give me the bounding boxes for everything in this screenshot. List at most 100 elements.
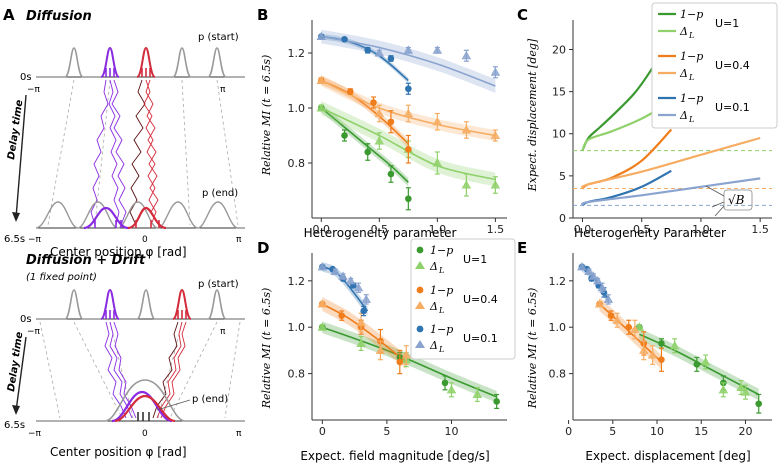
panel-d-point-triangle-3 — [401, 350, 411, 359]
panel-b-point-circle-4 — [341, 35, 348, 43]
legend-d-u01-label: U=0.1 — [463, 332, 498, 345]
legend-c-u1-d-label: Δ — [679, 25, 688, 38]
p-end-label-bottom: p (end) — [192, 394, 228, 405]
panel-b-point-triangle-5 — [432, 45, 443, 54]
start-bump-purple — [100, 46, 120, 78]
panel-c-letter: C — [517, 6, 528, 24]
panel-e-plot: 0 5 10 15 20 0.8 1.0 1.2 — [549, 253, 772, 438]
drift-trajectory-red-2 — [156, 321, 183, 419]
legend-d-u04-label: U=0.4 — [463, 293, 498, 306]
trajectory-purple-2 — [108, 79, 120, 226]
legend-d-marker-u1-d — [415, 261, 425, 269]
panel-b-xtick-label: 1.5 — [487, 223, 505, 236]
legend-d-box — [410, 238, 516, 360]
tick-minus-pi-bottom-start: −π — [27, 327, 41, 337]
legend-d-marker-u1-p — [416, 246, 424, 254]
sqrt-b-pointers — [705, 185, 725, 217]
guide-lines-top — [47, 79, 239, 226]
panel-b-plot: 0.0 0.5 1.0 1.5 0.8 1.0 1.2 — [288, 20, 507, 236]
panel-c-ytick-label: 15 — [552, 86, 566, 99]
panel-c-xtick-label: 0.0 — [574, 223, 592, 236]
panel-e-point-triangle-5 — [603, 294, 614, 303]
legend-c-u1-p-label: 1−p — [680, 8, 703, 21]
sqrt-b-annotation: √B — [728, 193, 745, 207]
panel-d-plot: 0 5 10 0.8 1.0 1.2 — [288, 253, 507, 438]
panel-e-ytick-label: 1.2 — [549, 275, 567, 288]
panel-d-point-triangle-5 — [361, 294, 371, 303]
sqrt-b-box — [723, 189, 753, 211]
legend-d-marker-u04-d — [415, 301, 425, 309]
panel-b-point-circle-0 — [387, 170, 395, 178]
panel-b-point-triangle-3 — [403, 108, 414, 117]
panel-a-top-title: Diffusion — [26, 9, 92, 24]
start-markers-red — [141, 68, 151, 77]
panel-d-ytick-label: 0.8 — [288, 368, 306, 381]
tick-zero-top-end: 0 — [142, 235, 148, 245]
panel-b-point-circle-2 — [370, 99, 377, 106]
panel-e-point-triangle-5 — [593, 276, 603, 285]
panel-a-bottom-subtitle: (1 fixed point) — [26, 272, 97, 283]
panel-b-xtick-label: 1.0 — [429, 223, 447, 236]
legend-d-marker-u01-p — [416, 325, 424, 333]
tick-minus-pi-top-start: −π — [27, 85, 41, 95]
panel-b-point-triangle-5 — [461, 50, 472, 60]
panel-b-point-triangle-1 — [461, 180, 472, 189]
tick-zero-bottom-end: 0 — [142, 429, 148, 439]
legend-c-u01-label: U=0.1 — [715, 101, 750, 114]
xlabel-top: Center position φ [rad] — [50, 245, 187, 259]
panel-e-ytick-label: 1.0 — [549, 321, 567, 334]
panel-e-point-triangle-1 — [669, 340, 680, 350]
panel-c-xtick-label: 1.0 — [692, 223, 710, 236]
t0-label-top: 0s — [20, 72, 32, 83]
panel-d-xtick-label: 5 — [383, 425, 390, 438]
panel-b-point-circle-2 — [405, 145, 412, 153]
panel-e-xtick-label: 15 — [694, 425, 708, 438]
panel-b-fit-band-1 — [321, 101, 496, 187]
panel-e-point-circle-2 — [607, 312, 615, 319]
panel-d-point-triangle-1 — [317, 322, 328, 331]
start-markers-red-bottom — [177, 310, 187, 319]
panel-e-point-triangle-3 — [630, 324, 640, 334]
legend-c-u1-d-sub: L — [688, 31, 694, 40]
panel-c-xlabel: Heterogeneity Parameter — [574, 226, 726, 240]
panel-e-xtick-label: 0 — [565, 425, 572, 438]
end-peak-red — [114, 394, 176, 423]
legend-c: 1−p Δ L U=1 1−p Δ L U=0.4 1−p Δ L U=0.1 — [651, 2, 778, 129]
legend-d-u1-d-label: Δ — [429, 260, 438, 273]
tick-pi-top-start: π — [220, 85, 226, 95]
panel-e-point-triangle-1 — [718, 385, 729, 394]
panel-e-xtick-label: 20 — [738, 425, 752, 438]
panel-b-letter: B — [257, 6, 268, 24]
drift-trajectory-red-1 — [152, 321, 179, 419]
panel-b-xtick-label: 0.5 — [371, 223, 389, 236]
panel-b-point-circle-4 — [405, 85, 412, 93]
legend-d: 1−p Δ L U=1 1−p Δ L U=0.4 1−p Δ L U=0.1 — [410, 238, 516, 360]
guide-lines-bottom — [39, 321, 241, 419]
end-markers-red — [135, 220, 160, 228]
legend-c-u1-label: U=1 — [715, 17, 739, 30]
panel-e-ylabel: Relative MI (t = 6.5s) — [526, 288, 539, 409]
panel-e-point-circle-0 — [658, 340, 665, 347]
end-peak-gray — [36, 379, 245, 422]
t1-label-top: 6.5s — [4, 234, 25, 245]
tick-pi-bottom-start: π — [220, 327, 226, 337]
panel-d-point-triangle-5 — [317, 262, 328, 271]
panel-b-xtick-label: 0.0 — [313, 223, 331, 236]
t0-label-bottom: 0s — [20, 314, 32, 325]
legend-d-u1-p-label: 1−p — [430, 244, 453, 257]
start-markers-purple — [105, 68, 115, 77]
panel-d-point-triangle-1 — [356, 338, 366, 347]
end-peak-purple — [111, 390, 173, 423]
panel-e-point-circle-2 — [625, 323, 633, 331]
legend-d-u04-d-label: Δ — [429, 300, 438, 313]
panel-e-point-triangle-1 — [740, 387, 751, 396]
legend-c-u01-d-label: Δ — [679, 109, 688, 122]
panel-a-bottom-title: Diffusion + Drift — [26, 253, 146, 268]
trajectory-red-2 — [143, 79, 157, 226]
legend-d-u01-d-label: Δ — [429, 339, 438, 352]
panel-e-point-triangle-5 — [584, 266, 594, 276]
panel-d-xtick-label: 0 — [319, 425, 326, 438]
panel-d-point-circle-0 — [441, 379, 449, 387]
panel-d-point-circle-4 — [360, 307, 367, 315]
panel-c-ytick-label: 10 — [552, 128, 566, 141]
